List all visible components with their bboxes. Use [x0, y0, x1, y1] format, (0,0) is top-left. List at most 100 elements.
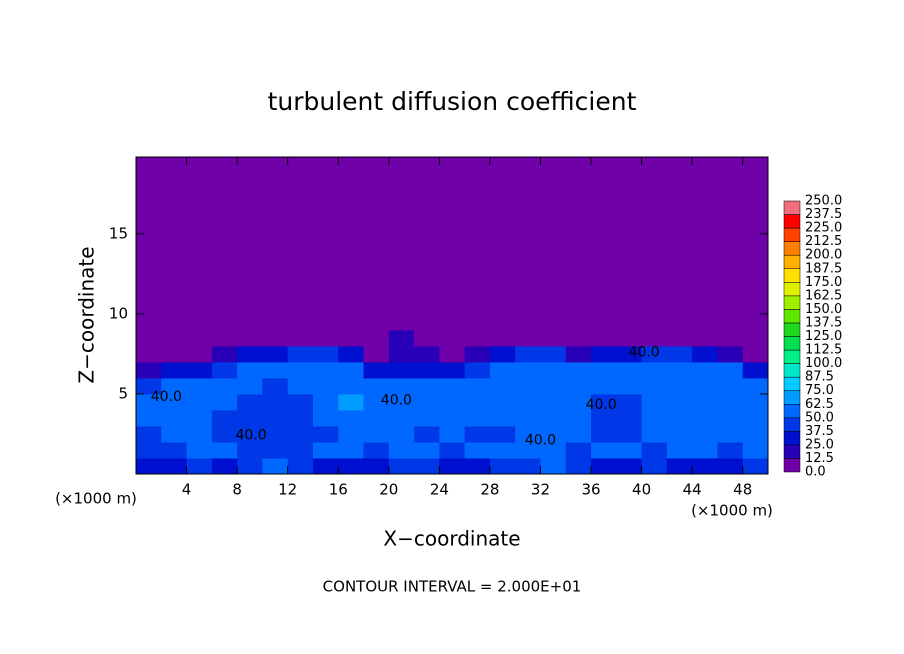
field-cell — [616, 329, 643, 347]
colorbar-label: 112.5 — [805, 343, 842, 358]
field-cell — [414, 377, 440, 395]
colorbar-label: 150.0 — [805, 302, 842, 317]
field-cell — [312, 361, 339, 379]
field-cell — [136, 377, 162, 395]
colorbar-label: 37.5 — [805, 424, 834, 439]
colorbar-label: 187.5 — [805, 261, 842, 276]
field-cell — [287, 409, 314, 427]
field-cell — [414, 345, 440, 363]
field-cell — [489, 425, 516, 443]
x-tick-label: 16 — [329, 481, 348, 499]
field-cell — [237, 441, 263, 459]
field-cell — [312, 425, 339, 443]
field-cell — [338, 425, 365, 443]
colorbar-label: 25.0 — [805, 437, 834, 452]
field-cell — [136, 361, 162, 379]
field-cell — [692, 441, 718, 459]
field-cell — [262, 361, 289, 379]
field-cell — [515, 441, 541, 459]
field-cell — [464, 361, 491, 379]
field-cell — [742, 377, 768, 395]
field-cell — [237, 393, 263, 411]
field-cell — [641, 393, 668, 411]
field-cell — [565, 441, 592, 459]
colorbar-segment — [783, 200, 801, 215]
field-cell — [211, 329, 238, 347]
field-cell — [161, 361, 188, 379]
field-cell — [262, 393, 289, 411]
field-cell — [591, 457, 617, 474]
field-cell — [641, 441, 668, 459]
field-cell — [717, 361, 744, 379]
contour-label: 40.0 — [586, 397, 617, 413]
colorbar-segment — [783, 349, 801, 364]
colorbar-label: 212.5 — [805, 234, 842, 249]
field-cell — [742, 393, 768, 411]
field-cell — [540, 393, 567, 411]
field-cell — [641, 345, 668, 363]
field-cell — [414, 361, 440, 379]
colorbar-segment — [783, 390, 801, 405]
contour-label: 40.0 — [629, 344, 660, 360]
field-cell — [540, 157, 567, 331]
field-cell — [540, 345, 567, 363]
field-cell — [616, 441, 643, 459]
field-cell — [692, 457, 718, 474]
field-cell — [161, 329, 188, 347]
field-cell — [591, 441, 617, 459]
field-cell — [616, 377, 643, 395]
colorbar-segment — [783, 214, 801, 229]
field-cell — [287, 457, 314, 474]
field-cell — [237, 329, 263, 347]
field-cell — [414, 441, 440, 459]
field-cell — [312, 457, 339, 474]
colorbar-label: 250.0 — [805, 194, 842, 209]
field-cell — [363, 345, 390, 363]
field-cell — [641, 329, 668, 347]
field-cell — [312, 409, 339, 427]
field-cell — [464, 457, 491, 474]
field-cell — [161, 393, 188, 411]
field-cell — [262, 329, 289, 347]
field-cell — [439, 441, 466, 459]
field-cell — [136, 425, 162, 443]
field-cell — [414, 425, 440, 443]
field-cell — [287, 425, 314, 443]
field-cell — [717, 393, 744, 411]
field-cell — [641, 425, 668, 443]
field-cell — [565, 361, 592, 379]
colorbar-segment — [783, 227, 801, 242]
field-cell — [237, 345, 263, 363]
field-cell — [464, 393, 491, 411]
field-cell — [666, 329, 693, 347]
x-tick-label: 12 — [278, 481, 297, 499]
field-cell — [591, 409, 617, 427]
field-cell — [338, 409, 365, 427]
field-cell — [717, 457, 744, 474]
field-cell — [161, 377, 188, 395]
colorbar-segment — [783, 309, 801, 324]
field-cell — [439, 329, 466, 347]
field-cell — [489, 157, 516, 331]
field-cell — [211, 457, 238, 474]
field-cell — [515, 377, 541, 395]
field-cell — [616, 409, 643, 427]
colorbar-segment — [783, 404, 801, 419]
contour-label: 40.0 — [525, 432, 556, 448]
field-cell — [540, 329, 567, 347]
colorbar-label: 0.0 — [805, 465, 826, 480]
field-cell — [161, 441, 188, 459]
x-tick-label: 28 — [480, 481, 499, 499]
field-cell — [540, 361, 567, 379]
contour-label: 40.0 — [151, 389, 182, 405]
field-cell — [565, 157, 592, 331]
field-cell — [237, 377, 263, 395]
field-cell — [262, 441, 289, 459]
field-cell — [565, 393, 592, 411]
field-cell — [211, 345, 238, 363]
contour-label: 40.0 — [235, 428, 266, 444]
colorbar-label: 200.0 — [805, 248, 842, 263]
field-cell — [742, 441, 768, 459]
field-cell — [161, 425, 188, 443]
field-cell — [489, 345, 516, 363]
